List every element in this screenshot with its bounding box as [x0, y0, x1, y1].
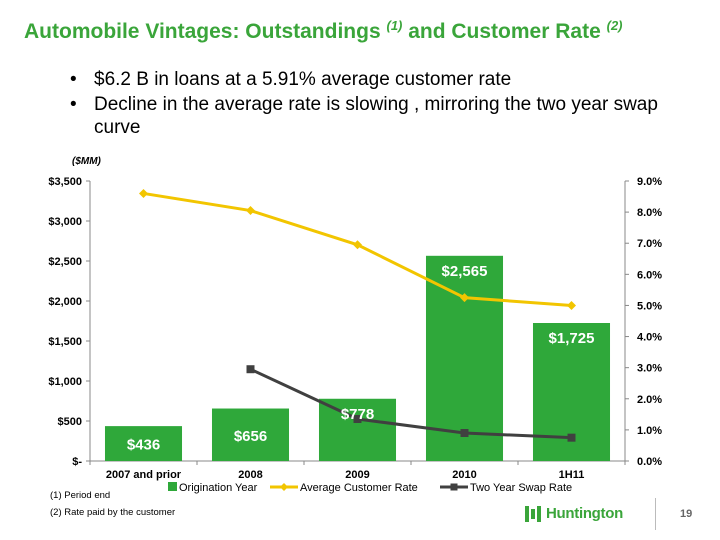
swap-rate-line	[249, 367, 572, 440]
huntington-logo: Huntington	[524, 505, 634, 525]
swap-rate-point	[353, 415, 362, 423]
logo-mark-icon	[525, 506, 541, 522]
right-tick-label: 6.0%	[637, 269, 662, 281]
left-tick-label: $1,500	[48, 336, 82, 348]
left-tick-label: $-	[72, 456, 82, 468]
x-tick-label: 2009	[345, 469, 369, 481]
title-ref-1: (1)	[386, 18, 403, 33]
avg-rate-point	[567, 300, 576, 310]
units-label: ($MM)	[72, 156, 101, 167]
right-tick-label: 0.0%	[637, 456, 662, 468]
title-middle: and Customer Rate	[408, 20, 601, 43]
bar-data-label: $436	[127, 437, 160, 454]
footer-divider	[655, 498, 656, 530]
bar-data-label: $656	[234, 428, 267, 445]
avg-rate-line	[143, 191, 572, 307]
right-tick-label: 2.0%	[637, 394, 662, 406]
legend-swatch-marker	[450, 483, 458, 491]
right-tick-label: 5.0%	[637, 300, 662, 312]
left-tick-label: $500	[58, 416, 82, 428]
right-tick-label: 7.0%	[637, 238, 662, 250]
right-tick-label: 9.0%	[637, 176, 662, 188]
slide-title: Automobile Vintages: Outstandings (1) an…	[24, 18, 623, 44]
left-tick-label: $2,000	[48, 296, 82, 308]
legend-label: Two Year Swap Rate	[470, 482, 572, 494]
x-tick-label: 2010	[452, 469, 476, 481]
bullet-item: • Decline in the average rate is slowing…	[70, 93, 690, 139]
bar-data-label: $2,565	[442, 263, 488, 280]
right-tick-label: 4.0%	[637, 332, 662, 344]
x-tick-label: 2007 and prior	[106, 469, 182, 481]
combo-chart: $- $500 $1,000 $1,500 $2,000 $2,500 $3,000 $3,5…	[48, 176, 662, 494]
bar	[104, 426, 183, 461]
legend-swatch-bar	[168, 482, 177, 491]
bullet-marker: •	[70, 94, 77, 115]
right-tick-label: 8.0%	[637, 207, 662, 219]
bullet-list: • $6.2 B in loans at a 5.91% average cus…	[70, 68, 690, 141]
title-ref-2: (2)	[606, 18, 623, 33]
bullet-item: • $6.2 B in loans at a 5.91% average cus…	[70, 68, 690, 91]
bar	[211, 408, 290, 461]
logo-text: Huntington	[546, 505, 623, 522]
bar-data-label: $778	[341, 406, 374, 423]
left-tick-label: $2,500	[48, 256, 82, 268]
x-tick-label: 1H11	[559, 469, 585, 481]
bullet-marker: •	[70, 69, 77, 90]
bar-data-label: $1,725	[549, 330, 595, 347]
left-tick-label: $1,000	[48, 376, 82, 388]
bar	[425, 255, 504, 461]
swap-rate-point	[246, 365, 255, 374]
avg-rate-point	[353, 240, 362, 250]
bullet-text: Decline in the average rate is slowing ,…	[94, 94, 658, 138]
x-tick-label: 2008	[238, 469, 262, 481]
avg-rate-point	[139, 188, 148, 198]
footnotes: (1) Period end (2) Rate paid by the cust…	[50, 487, 175, 521]
left-tick-label: $3,500	[48, 176, 82, 188]
avg-rate-point	[460, 293, 469, 303]
title-main: Automobile Vintages: Outstandings	[24, 20, 381, 43]
avg-rate-point	[246, 206, 255, 216]
right-tick-label: 1.0%	[637, 425, 662, 437]
bar	[318, 398, 397, 461]
footnote-1: (1) Period end	[50, 490, 111, 501]
left-tick-label: $3,000	[48, 216, 82, 228]
swap-rate-point	[567, 433, 576, 442]
swap-rate-point	[460, 429, 469, 437]
right-tick-label: 3.0%	[637, 363, 662, 375]
bullet-text: $6.2 B in loans at a 5.91% average custo…	[94, 69, 512, 90]
legend-label: Origination Year	[179, 482, 258, 494]
footnote-2: (2) Rate paid by the customer	[50, 507, 176, 518]
page-number: 19	[680, 508, 693, 520]
legend-label: Average Customer Rate	[300, 482, 418, 494]
legend-swatch-marker	[280, 483, 288, 491]
